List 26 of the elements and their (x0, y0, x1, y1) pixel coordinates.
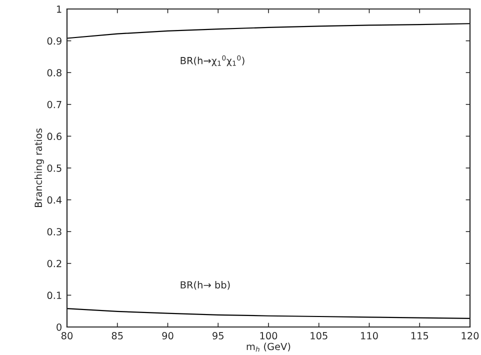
y-tick-label: 0.7 (47, 100, 62, 108)
y-tick-label: 0.2 (47, 260, 62, 268)
y-tick-label: 0.4 (47, 196, 62, 204)
x-tick-label: 90 (162, 332, 174, 340)
x-tick-label: 80 (61, 332, 73, 340)
line-series (67, 23, 470, 39)
x-tick-label: 100 (260, 332, 278, 340)
y-tick-label: 0 (56, 323, 62, 331)
y-tick-label: 0.1 (47, 292, 62, 300)
y-tick-label: 0.5 (47, 164, 62, 172)
x-tick-label: 85 (112, 332, 123, 340)
y-axis-title: Branching ratios (34, 128, 44, 207)
y-tick-label: 0.3 (47, 228, 62, 236)
x-tick-label: 110 (361, 332, 378, 340)
y-tick-label: 0.6 (47, 132, 62, 140)
x-tick-label: 105 (310, 332, 328, 340)
y-tick-label: 0.9 (47, 37, 62, 45)
y-tick-label: 1 (57, 6, 62, 13)
line-series (67, 308, 470, 319)
x-tick-label: 120 (462, 332, 479, 340)
y-tick-label: 0.8 (47, 69, 62, 76)
x-tick-label: 95 (212, 332, 224, 340)
annotation: BR(h→ bb) (180, 281, 230, 290)
annotation: BR(h→χ$_{1}$$^{0}$χ$_{1}$$^{0}$) (180, 55, 244, 66)
x-tick-label: 115 (411, 332, 428, 340)
x-axis-title: m$_{h}$ (GeV) (246, 342, 290, 352)
